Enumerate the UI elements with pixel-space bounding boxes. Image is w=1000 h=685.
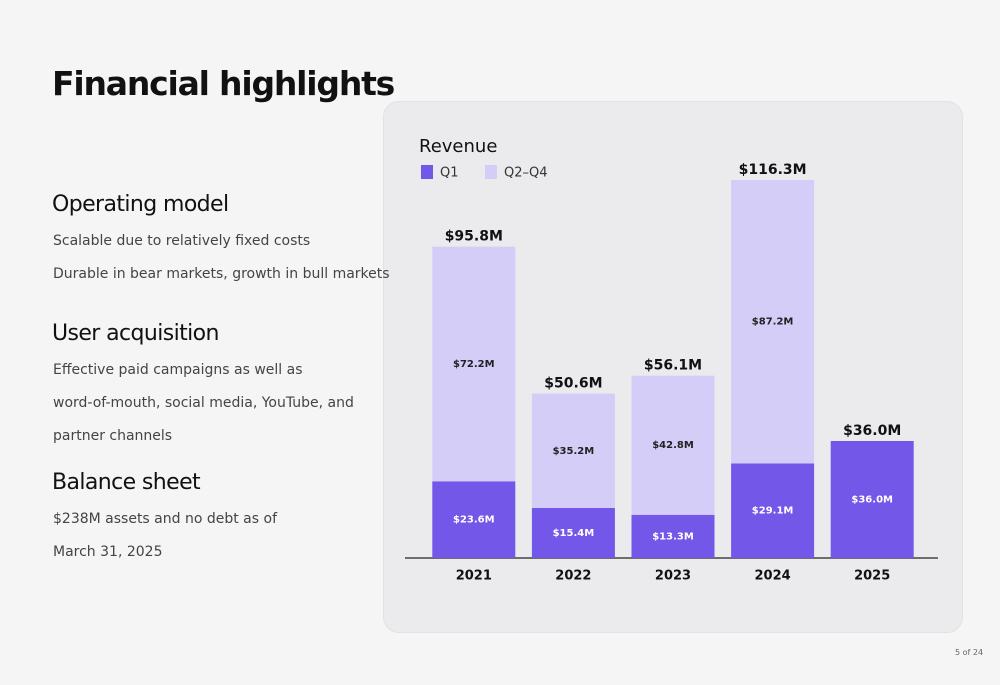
- chart-title: Revenue: [419, 136, 497, 157]
- x-tick-label: 2024: [755, 569, 791, 584]
- section-heading: User acquisition: [52, 321, 219, 346]
- slide-title: Financial highlights: [52, 64, 395, 103]
- section-text: March 31, 2025: [53, 544, 163, 560]
- page-number: 5 of 24: [955, 648, 984, 657]
- bar-segment: [531, 393, 615, 508]
- total-label: $36.0M: [843, 423, 901, 439]
- bar-segment: [631, 375, 715, 515]
- value-label: $36.0M: [851, 495, 893, 506]
- section-heading: Balance sheet: [52, 470, 201, 495]
- section-text: word-of-mouth, social media, YouTube, an…: [53, 395, 354, 411]
- section-text: Scalable due to relatively fixed costs: [53, 233, 311, 249]
- section-text: Durable in bear markets, growth in bull …: [53, 266, 390, 282]
- value-label: $35.2M: [553, 446, 595, 457]
- value-label: $13.3M: [652, 531, 694, 542]
- section-text: Effective paid campaigns as well as: [53, 362, 303, 378]
- bar-segment: [731, 180, 815, 464]
- total-label: $56.1M: [644, 358, 702, 374]
- bar-segment: [731, 463, 815, 558]
- legend-label: Q2–Q4: [504, 166, 548, 181]
- value-label: $23.6M: [453, 515, 495, 526]
- bar-segment: [531, 507, 615, 558]
- section-text: $238M assets and no debt as of: [53, 511, 277, 527]
- x-tick-label: 2022: [555, 569, 591, 584]
- value-label: $15.4M: [553, 528, 595, 539]
- bar-segment: [631, 514, 715, 558]
- x-tick-label: 2021: [456, 569, 492, 584]
- section-heading: Operating model: [52, 192, 229, 217]
- total-label: $50.6M: [544, 376, 602, 392]
- x-tick-label: 2025: [854, 569, 890, 584]
- value-label: $29.1M: [752, 506, 794, 517]
- value-label: $72.2M: [453, 359, 495, 370]
- bar-segment: [432, 246, 516, 482]
- x-tick-label: 2023: [655, 569, 691, 584]
- total-label: $95.8M: [445, 229, 503, 245]
- total-label: $116.3M: [739, 162, 807, 178]
- legend-swatch: [485, 165, 497, 179]
- section-text: partner channels: [53, 428, 173, 444]
- bar-segment: [432, 481, 516, 558]
- bar-segment: [830, 441, 914, 558]
- value-label: $42.8M: [652, 440, 694, 451]
- value-label: $87.2M: [752, 317, 794, 328]
- legend-swatch: [421, 165, 433, 179]
- legend-label: Q1: [440, 166, 459, 181]
